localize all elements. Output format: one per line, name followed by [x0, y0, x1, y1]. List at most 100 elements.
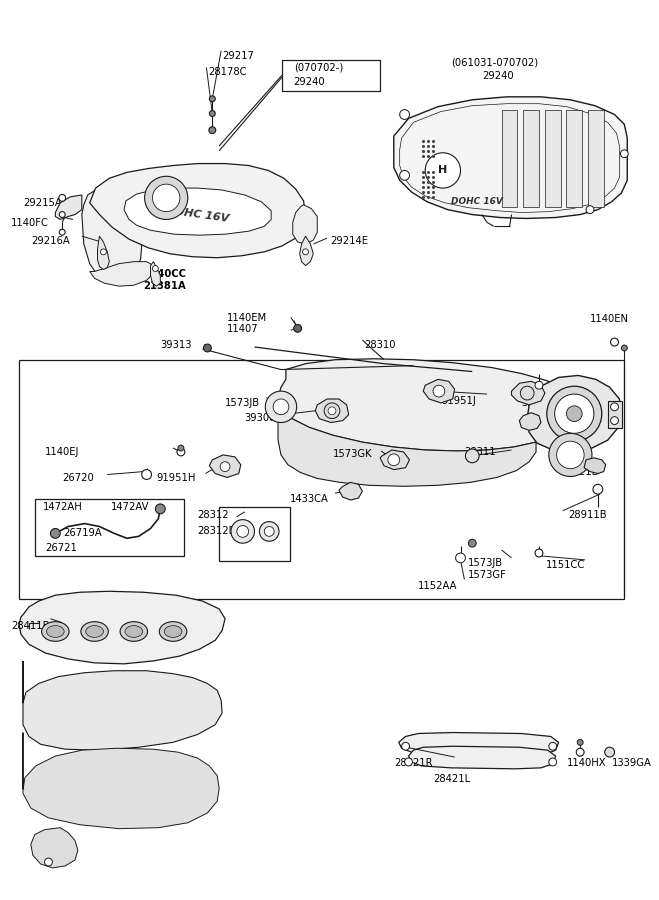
- Polygon shape: [423, 380, 455, 403]
- Circle shape: [611, 338, 618, 346]
- Circle shape: [59, 194, 66, 202]
- Polygon shape: [501, 110, 517, 207]
- Circle shape: [547, 386, 602, 441]
- Text: 1472AH: 1472AH: [43, 502, 82, 512]
- Polygon shape: [527, 375, 621, 452]
- Polygon shape: [278, 398, 536, 486]
- Ellipse shape: [42, 622, 69, 642]
- Polygon shape: [124, 188, 271, 235]
- Text: 28411B: 28411B: [11, 621, 49, 631]
- Ellipse shape: [47, 626, 64, 637]
- Text: 29217: 29217: [222, 50, 254, 60]
- Polygon shape: [409, 746, 556, 769]
- Text: 1140EN: 1140EN: [590, 313, 629, 324]
- Circle shape: [555, 394, 594, 433]
- Text: 29215A: 29215A: [23, 198, 62, 208]
- Circle shape: [209, 127, 215, 133]
- Bar: [19, 360, 624, 599]
- Circle shape: [177, 448, 185, 456]
- Text: 91951J: 91951J: [441, 396, 476, 406]
- Circle shape: [220, 462, 230, 472]
- Text: 1151CC: 1151CC: [546, 560, 585, 570]
- Text: DOHC 16V: DOHC 16V: [451, 197, 503, 206]
- Text: 26719A: 26719A: [63, 528, 102, 538]
- Bar: [608, 400, 622, 428]
- Circle shape: [328, 407, 336, 415]
- Circle shape: [586, 206, 594, 213]
- Circle shape: [45, 858, 53, 866]
- Circle shape: [567, 406, 582, 421]
- Text: 28421R: 28421R: [394, 758, 432, 768]
- Circle shape: [260, 522, 279, 541]
- Polygon shape: [23, 661, 222, 751]
- Text: 28321E: 28321E: [561, 467, 598, 477]
- Polygon shape: [300, 236, 313, 266]
- Text: 1339GA: 1339GA: [612, 758, 652, 768]
- Circle shape: [237, 526, 248, 537]
- Ellipse shape: [86, 626, 103, 637]
- Circle shape: [210, 111, 215, 116]
- Bar: [282, 59, 380, 91]
- Text: 29216A: 29216A: [31, 236, 70, 246]
- Circle shape: [142, 470, 152, 480]
- Polygon shape: [380, 450, 409, 470]
- Circle shape: [557, 441, 584, 469]
- Circle shape: [152, 184, 180, 212]
- Circle shape: [178, 446, 184, 451]
- Circle shape: [549, 433, 592, 476]
- Circle shape: [535, 549, 543, 557]
- Text: 28310: 28310: [364, 340, 396, 350]
- Text: 39313: 39313: [160, 340, 192, 350]
- Circle shape: [577, 740, 583, 745]
- Polygon shape: [399, 733, 559, 755]
- Text: 26720: 26720: [62, 472, 94, 482]
- Text: 1433CA: 1433CA: [290, 494, 329, 504]
- Circle shape: [59, 212, 65, 218]
- Polygon shape: [394, 97, 627, 219]
- Polygon shape: [584, 458, 606, 473]
- Text: 1573JB: 1573JB: [225, 398, 260, 408]
- Polygon shape: [519, 413, 541, 430]
- Circle shape: [100, 249, 106, 255]
- Circle shape: [59, 230, 65, 235]
- Text: 28911B: 28911B: [569, 509, 607, 520]
- Text: 11407: 11407: [227, 324, 258, 335]
- Polygon shape: [31, 828, 78, 868]
- Text: 29240: 29240: [482, 71, 514, 81]
- Ellipse shape: [120, 622, 148, 642]
- Text: 28178C: 28178C: [208, 68, 247, 77]
- Text: 1140EM: 1140EM: [227, 312, 267, 323]
- Circle shape: [535, 382, 543, 389]
- Circle shape: [388, 454, 399, 465]
- Circle shape: [433, 385, 445, 397]
- Circle shape: [302, 249, 308, 255]
- Ellipse shape: [159, 622, 186, 642]
- Text: 1573GK: 1573GK: [333, 449, 372, 459]
- Polygon shape: [23, 733, 219, 829]
- Polygon shape: [150, 262, 160, 286]
- Circle shape: [621, 345, 627, 351]
- Ellipse shape: [164, 626, 182, 637]
- Polygon shape: [567, 110, 582, 207]
- Text: 26721: 26721: [45, 544, 77, 554]
- Polygon shape: [523, 110, 539, 207]
- Text: 28312: 28312: [198, 509, 229, 520]
- Text: 1140FC: 1140FC: [11, 218, 49, 228]
- Text: 1573GF: 1573GF: [469, 570, 507, 580]
- Circle shape: [264, 526, 274, 536]
- Polygon shape: [315, 399, 349, 422]
- Circle shape: [399, 110, 409, 120]
- Text: 1472AV: 1472AV: [111, 502, 150, 512]
- Text: (070702-): (070702-): [294, 62, 343, 73]
- Bar: [35, 500, 184, 556]
- Polygon shape: [19, 591, 225, 664]
- Polygon shape: [545, 110, 561, 207]
- Circle shape: [593, 484, 603, 494]
- Polygon shape: [293, 204, 317, 244]
- Text: 21381A: 21381A: [144, 282, 186, 292]
- Circle shape: [273, 399, 289, 415]
- Text: H: H: [438, 166, 447, 176]
- Text: 1573JB: 1573JB: [469, 558, 503, 568]
- Circle shape: [210, 96, 215, 102]
- Polygon shape: [90, 262, 154, 286]
